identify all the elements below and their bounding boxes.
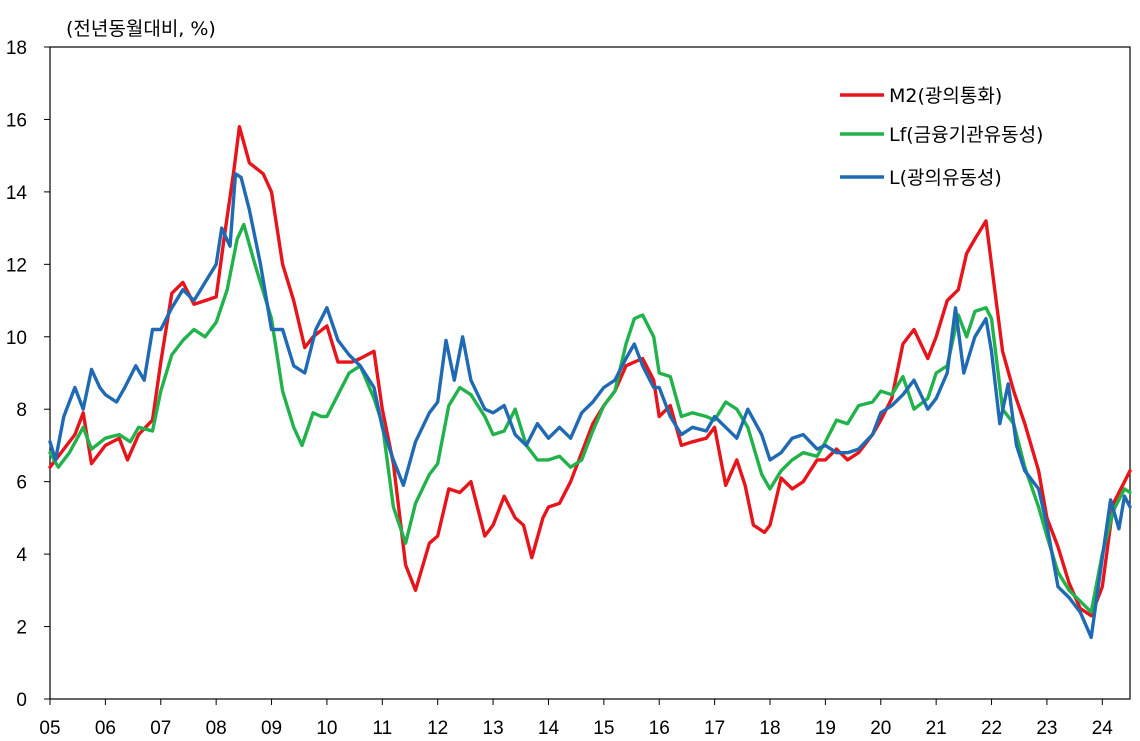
y-tick-label: 14 <box>6 183 28 204</box>
y-tick-label: 4 <box>16 545 27 566</box>
y-tick-label: 12 <box>6 255 27 276</box>
legend-label-3: L(광의유동성) <box>889 167 1002 189</box>
x-tick-label: 08 <box>206 718 227 739</box>
x-tick-label: 05 <box>39 718 60 739</box>
x-tick-label: 06 <box>95 718 116 739</box>
plot-area <box>49 46 1131 700</box>
x-tick-label: 21 <box>926 718 947 739</box>
legend: M2(광의통화) Lf(금융기관유동성) L(광의유동성) <box>840 85 1043 189</box>
x-tick-label: 09 <box>261 718 282 739</box>
x-tick-label: 12 <box>427 718 448 739</box>
x-tick-label: 23 <box>1036 718 1057 739</box>
y-tick-label: 0 <box>16 690 27 711</box>
x-tick-label: 22 <box>981 718 1002 739</box>
x-tick-label: 16 <box>649 718 670 739</box>
y-tick-label: 10 <box>6 328 27 349</box>
x-tick-label: 24 <box>1092 718 1114 739</box>
x-tick-label: 14 <box>538 718 560 739</box>
y-tick-label: 6 <box>16 473 27 494</box>
y-tick-label: 16 <box>6 110 27 131</box>
x-axis-ticks: 05 06 07 08 09 10 11 12 13 14 15 16 17 18 19 20 21 22 23 24 <box>39 699 1113 739</box>
y-tick-label: 8 <box>16 400 27 421</box>
x-tick-label: 20 <box>870 718 891 739</box>
x-tick-label: 19 <box>815 718 836 739</box>
x-tick-label: 15 <box>593 718 614 739</box>
series-line-1 <box>48 124 1132 618</box>
x-tick-label: 17 <box>704 718 725 739</box>
unit-label: (전년동월대비, %) <box>66 18 216 40</box>
series-line-3 <box>48 172 1132 640</box>
y-tick-label: 2 <box>16 618 27 639</box>
x-tick-label: 13 <box>483 718 504 739</box>
legend-label-1: M2(광의통화) <box>889 85 1002 107</box>
x-tick-label: 10 <box>316 718 337 739</box>
x-tick-label: 18 <box>759 718 780 739</box>
x-tick-label: 07 <box>150 718 171 739</box>
y-tick-label: 18 <box>6 38 27 59</box>
series-lines <box>48 124 1132 640</box>
x-tick-label: 11 <box>372 718 392 739</box>
legend-label-2: Lf(금융기관유동성) <box>889 124 1043 146</box>
y-axis-ticks: 0 2 4 6 8 10 12 14 16 18 <box>6 38 50 711</box>
series-line-2 <box>48 222 1132 614</box>
